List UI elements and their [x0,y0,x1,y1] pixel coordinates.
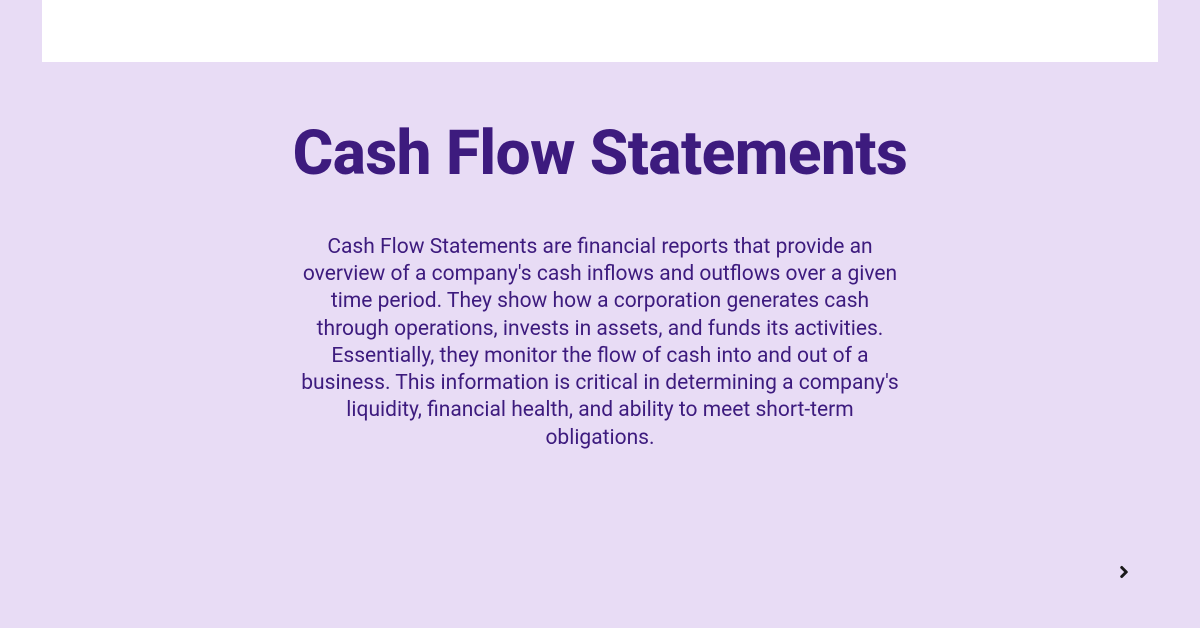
page-title: Cash Flow Statements [293,116,908,192]
next-button[interactable] [1108,556,1140,588]
top-banner [42,0,1158,62]
chevron-right-icon [1115,563,1133,581]
body-paragraph: Cash Flow Statements are financial repor… [295,234,905,452]
main-content: Cash Flow Statements Cash Flow Statement… [0,116,1200,452]
